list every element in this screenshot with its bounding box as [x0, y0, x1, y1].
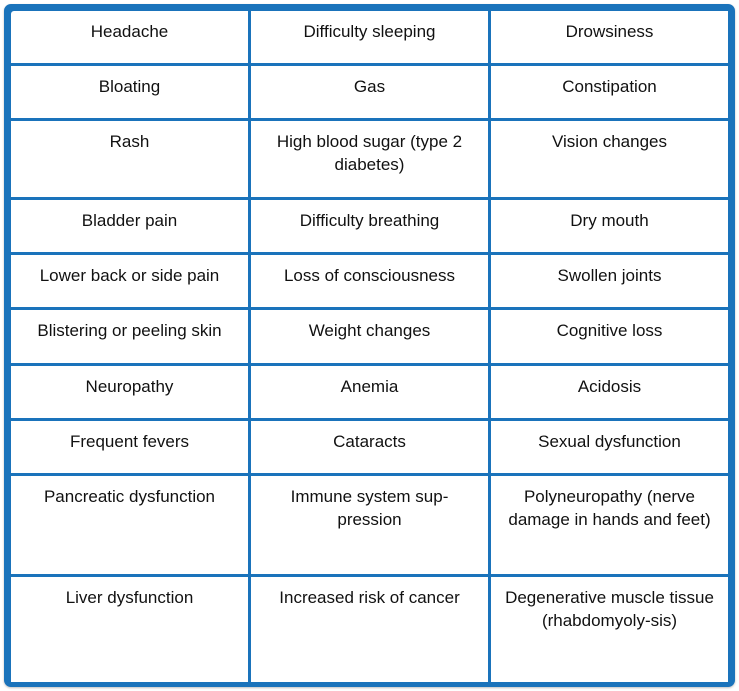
table-cell: Dry mouth — [491, 200, 728, 252]
table-row: Lower back or side pain Loss of consciou… — [11, 255, 728, 307]
table-row: Headache Difficulty sleeping Drowsiness — [11, 11, 728, 63]
table-cell: Gas — [251, 66, 488, 118]
table-cell: Swollen joints — [491, 255, 728, 307]
table-cell: Sexual dysfunction — [491, 421, 728, 473]
table-cell: Cognitive loss — [491, 310, 728, 363]
table-cell: Headache — [11, 11, 248, 63]
table-row: Pancreatic dysfunction Immune system sup… — [11, 476, 728, 574]
table-cell: Anemia — [251, 366, 488, 418]
table-cell: Lower back or side pain — [11, 255, 248, 307]
table-cell: Acidosis — [491, 366, 728, 418]
table-cell: Drowsiness — [491, 11, 728, 63]
table-row: Liver dysfunction Increased risk of canc… — [11, 577, 728, 682]
table-cell: Bladder pain — [11, 200, 248, 252]
table-row: Blistering or peeling skin Weight change… — [11, 310, 728, 363]
table-row: Bladder pain Difficulty breathing Dry mo… — [11, 200, 728, 252]
table-cell: Constipation — [491, 66, 728, 118]
table-row: Bloating Gas Constipation — [11, 66, 728, 118]
table-cell: Vision changes — [491, 121, 728, 197]
table-cell: Bloating — [11, 66, 248, 118]
table-cell: Loss of consciousness — [251, 255, 488, 307]
table-cell: Difficulty sleeping — [251, 11, 488, 63]
table-cell: Immune system sup-pression — [251, 476, 488, 574]
table-cell: Cataracts — [251, 421, 488, 473]
table-cell: Blistering or peeling skin — [11, 310, 248, 363]
table-cell: Weight changes — [251, 310, 488, 363]
side-effects-table-frame: Headache Difficulty sleeping Drowsiness … — [4, 4, 735, 687]
table-cell: Liver dysfunction — [11, 577, 248, 682]
side-effects-table: Headache Difficulty sleeping Drowsiness … — [8, 8, 731, 685]
table-cell: Increased risk of cancer — [251, 577, 488, 682]
table-cell: High blood sugar (type 2 diabetes) — [251, 121, 488, 197]
table-row: Frequent fevers Cataracts Sexual dysfunc… — [11, 421, 728, 473]
table-cell: Frequent fevers — [11, 421, 248, 473]
table-cell: Polyneuropathy (nerve damage in hands an… — [491, 476, 728, 574]
table-cell: Difficulty breathing — [251, 200, 488, 252]
table-row: Neuropathy Anemia Acidosis — [11, 366, 728, 418]
table-cell: Neuropathy — [11, 366, 248, 418]
table-cell: Rash — [11, 121, 248, 197]
table-cell: Degenerative muscle tissue (rhabdomyoly-… — [491, 577, 728, 682]
table-row: Rash High blood sugar (type 2 diabetes) … — [11, 121, 728, 197]
table-cell: Pancreatic dysfunction — [11, 476, 248, 574]
